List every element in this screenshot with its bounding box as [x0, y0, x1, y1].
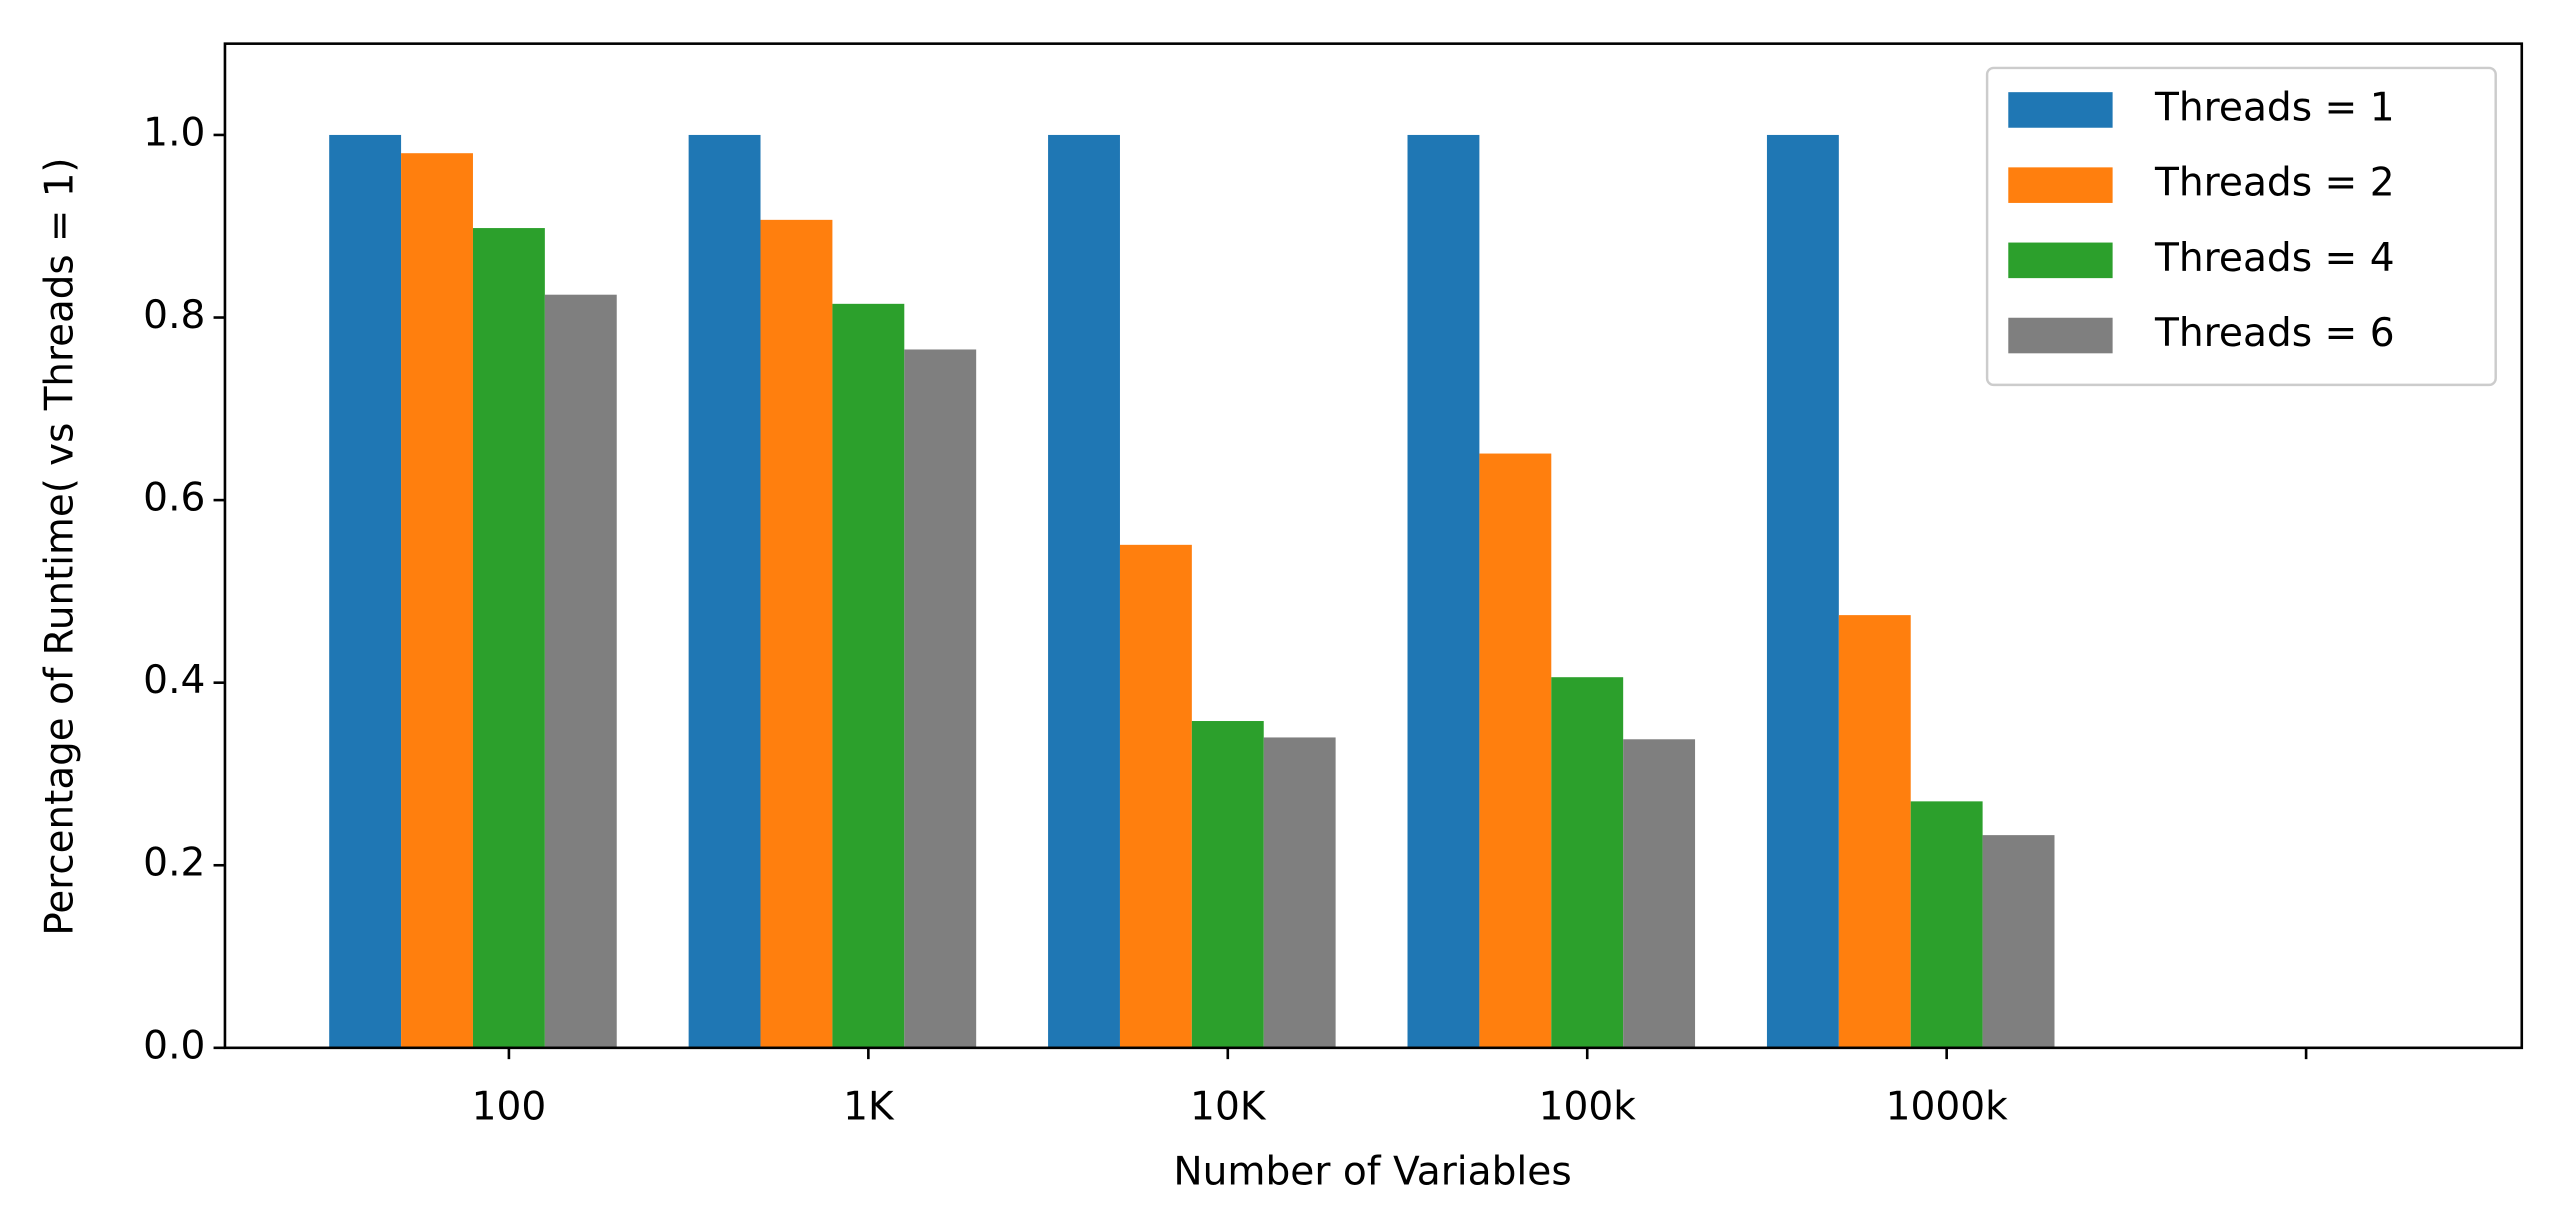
- bar: [1838, 615, 1911, 1048]
- legend-box: [1985, 66, 2497, 387]
- bar: [1191, 721, 1264, 1048]
- bar: [1551, 677, 1624, 1048]
- legend-swatch: [2008, 242, 2113, 279]
- y-tick-label: 0.0: [143, 1023, 205, 1068]
- y-tick-label: 0.2: [143, 841, 205, 886]
- x-tick-label: 1K: [843, 1085, 895, 1130]
- bar: [688, 134, 761, 1048]
- legend-label: Threads = 2: [2154, 161, 2395, 206]
- y-tick-label: 1.0: [143, 111, 205, 156]
- y-tick-label: 0.6: [143, 476, 205, 521]
- bar: [1910, 801, 1983, 1048]
- legend-swatch: [2008, 317, 2113, 354]
- bar: [401, 153, 473, 1048]
- x-tick-label: 100: [472, 1085, 547, 1130]
- bar: [904, 349, 977, 1048]
- bar: [472, 228, 545, 1048]
- legend-label: Threads = 4: [2154, 236, 2395, 281]
- legend-swatch: [2008, 167, 2113, 203]
- bar: [1479, 453, 1552, 1048]
- bar: [1766, 134, 1839, 1048]
- y-tick-label: 0.8: [143, 293, 205, 338]
- y-axis-label: Percentage of Runtime( vs Threads = 1): [37, 157, 82, 935]
- plot-frame: [223, 42, 2524, 1050]
- bar: [832, 303, 905, 1048]
- legend-label: Threads = 6: [2154, 311, 2395, 356]
- legend-label: Threads = 1: [2154, 86, 2395, 131]
- x-axis-label: Number of Variables: [1173, 1150, 1571, 1195]
- bar: [1119, 544, 1192, 1048]
- legend-swatch: [2008, 92, 2113, 128]
- bar: [1048, 134, 1120, 1048]
- x-tick-label: 100k: [1539, 1085, 1637, 1130]
- y-tick-label: 0.4: [143, 658, 205, 703]
- bar: [1623, 739, 1696, 1048]
- x-tick-label: 1000k: [1886, 1085, 2009, 1130]
- bar: [544, 294, 617, 1048]
- bar: [1982, 835, 2055, 1048]
- bar: [329, 134, 402, 1048]
- bar: [760, 219, 833, 1048]
- bar: [1407, 134, 1480, 1048]
- bar: [1263, 737, 1336, 1048]
- x-tick-label: 10K: [1190, 1085, 1267, 1130]
